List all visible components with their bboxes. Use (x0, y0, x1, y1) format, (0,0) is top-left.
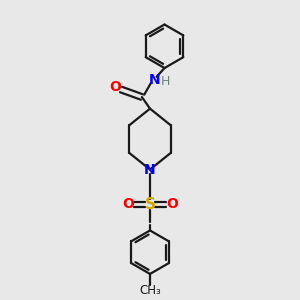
Text: N: N (148, 73, 160, 87)
Text: O: O (109, 80, 121, 94)
Text: O: O (122, 197, 134, 211)
Text: H: H (161, 76, 170, 88)
Text: CH₃: CH₃ (139, 284, 161, 297)
Text: O: O (166, 197, 178, 211)
Text: S: S (145, 197, 155, 212)
Text: N: N (144, 163, 156, 176)
